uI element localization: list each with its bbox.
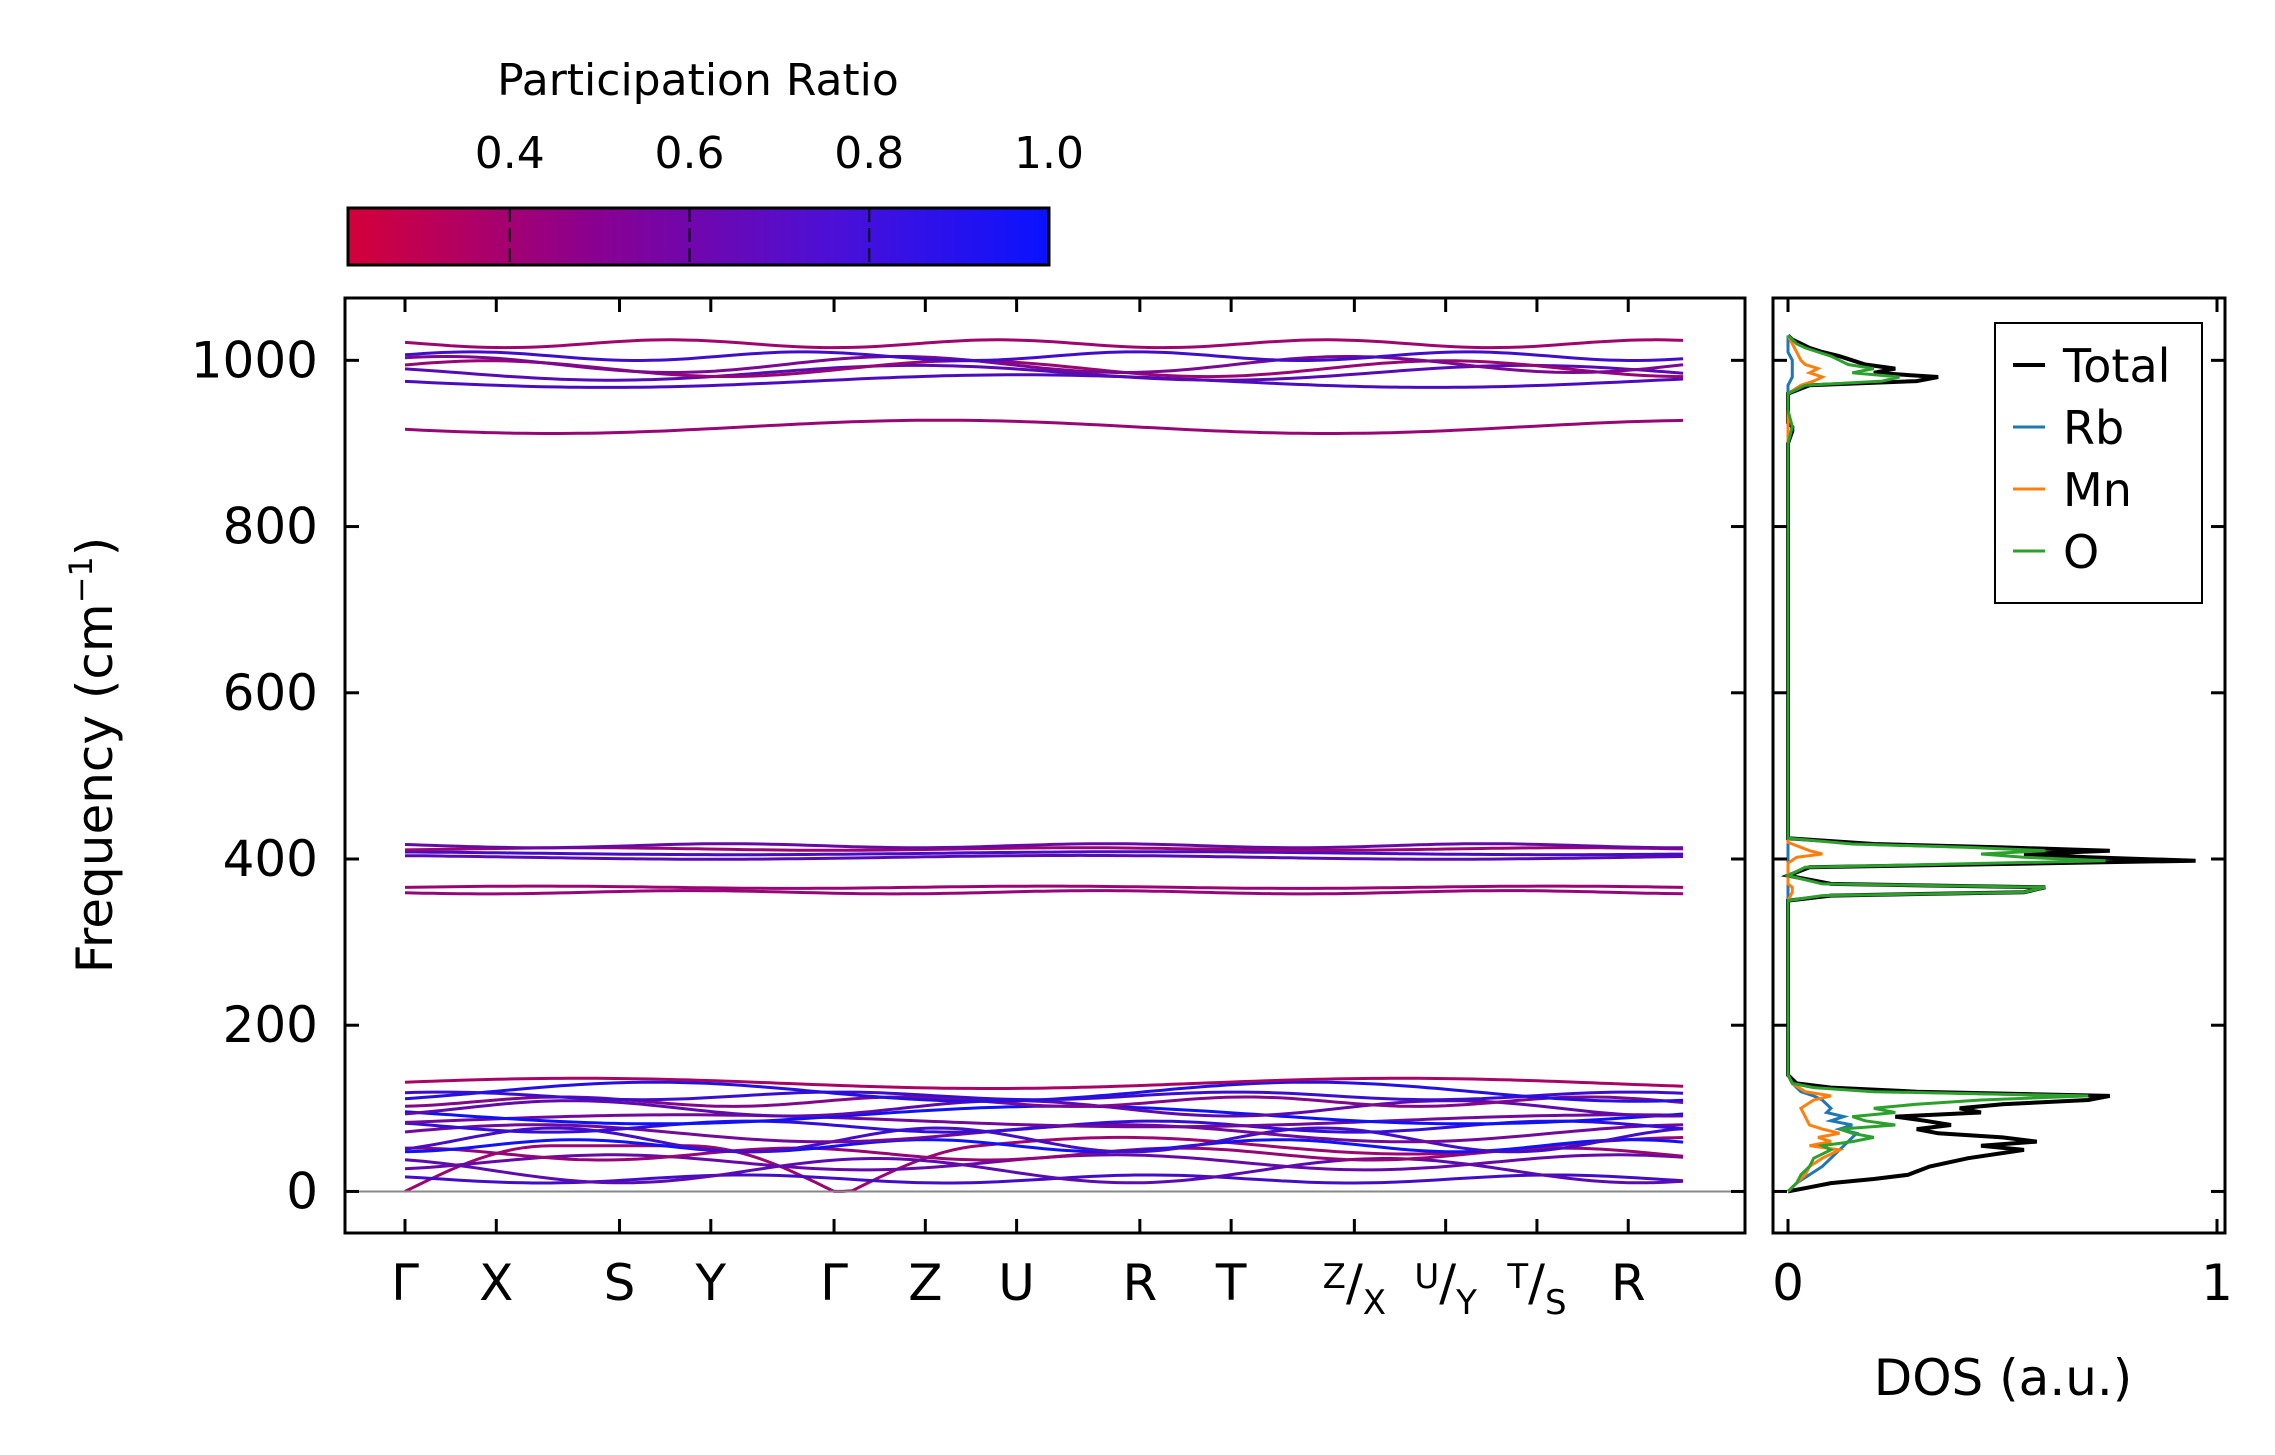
phonon-band <box>404 884 1684 890</box>
band-axes-frame <box>343 296 1747 1235</box>
ylabel-superscript: −1 <box>62 556 100 603</box>
kpoint-label: R <box>1122 1254 1157 1312</box>
y-tick-label: 800 <box>223 498 318 556</box>
dos-x-tick-label: 1 <box>2201 1254 2233 1312</box>
legend-label: Mn <box>2063 463 2132 517</box>
kpoint-label: S <box>604 1254 636 1312</box>
dos-curve-o <box>1783 334 2106 1193</box>
kpoint-label: Γ <box>820 1254 848 1312</box>
kpoint-label-sub: X <box>1363 1283 1386 1323</box>
band-y-axis: 0 200 400 600 800 1000 <box>191 331 1745 1220</box>
y-tick-label: 1000 <box>191 331 318 389</box>
colorbar-tick-label: 0.4 <box>475 128 545 179</box>
kpoint-label-sup: T <box>1506 1257 1528 1297</box>
phonon-band <box>404 1076 1684 1090</box>
phonon-band <box>404 355 1684 375</box>
colorbar-title: Participation Ratio <box>497 55 899 106</box>
colorbar-tick-label: 0.8 <box>834 128 904 179</box>
phonon-band <box>404 842 1683 850</box>
phonon-band <box>404 338 1684 350</box>
phonon-band <box>404 846 1684 852</box>
y-tick-label: 0 <box>286 1162 318 1220</box>
kpoint-label: T/S <box>1506 1254 1566 1323</box>
dos-x-tick-label: 0 <box>1772 1254 1804 1312</box>
kpoint-label: T <box>1215 1254 1247 1312</box>
dos-curve-mn <box>1786 334 1845 1193</box>
dos-x-axis-label: DOS (a.u.) <box>1874 1349 2133 1407</box>
kpoint-label: Z/X <box>1323 1254 1386 1323</box>
colorbar: Participation Ratio 0.4 0.6 0.8 1.0 <box>346 55 1084 267</box>
phonon-band <box>404 1119 1684 1134</box>
band-kpoint-axis: Γ X S Y Γ Z U R T Z/XU/YT/S R <box>391 298 1646 1323</box>
phonon-band <box>404 418 1684 435</box>
kpoint-label-sup: U <box>1414 1257 1439 1297</box>
kpoint-label-slash: / <box>1346 1254 1363 1312</box>
phonon-band <box>404 853 1684 861</box>
colorbar-tick-label: 0.6 <box>655 128 725 179</box>
legend-label: Rb <box>2063 401 2124 455</box>
band-y-axis-label: Frequency (cm−1) <box>62 537 124 974</box>
phonon-band <box>405 1146 1684 1162</box>
phonon-band <box>404 1126 1684 1154</box>
kpoint-label: U <box>998 1254 1035 1312</box>
colorbar-gradient <box>346 206 1051 267</box>
phonon-band <box>405 850 1683 857</box>
kpoint-label: U/Y <box>1414 1254 1477 1323</box>
kpoint-label-sub: S <box>1545 1283 1567 1323</box>
legend-frame <box>1994 322 2203 604</box>
ylabel-main: Frequency (cm <box>66 603 124 973</box>
dos-lines <box>1780 333 2196 1194</box>
y-tick-label: 600 <box>223 664 318 722</box>
y-tick-label: 200 <box>223 996 318 1054</box>
phonon-band <box>404 1099 1684 1118</box>
legend-label: Total <box>2062 339 2170 393</box>
kpoint-label-slash: / <box>1439 1254 1456 1312</box>
band-lines <box>404 338 1684 1193</box>
ylabel-close: ) <box>66 537 124 557</box>
dos-legend: Total Rb Mn O <box>1994 322 2203 604</box>
phonon-band <box>404 1113 1684 1129</box>
phonon-band <box>404 1080 1684 1103</box>
phonon-band <box>404 373 1684 389</box>
dos-curve-rb <box>1786 335 1860 1193</box>
legend-label: O <box>2063 525 2099 579</box>
kpoint-label-slash: / <box>1528 1254 1545 1312</box>
phonon-band <box>404 1173 1684 1185</box>
kpoint-label: Γ <box>391 1254 419 1312</box>
kpoint-label: R <box>1611 1254 1646 1312</box>
kpoint-label-sub: Y <box>1455 1283 1477 1323</box>
phonon-band <box>404 1138 1684 1154</box>
colorbar-tick-label: 1.0 <box>1014 128 1084 179</box>
kpoint-label: Y <box>695 1254 727 1312</box>
y-tick-label: 400 <box>223 830 318 888</box>
phonon-band <box>404 889 1684 896</box>
phonon-band <box>404 350 1684 363</box>
dos-axes-frame <box>1771 296 2227 1235</box>
colorbar-ticks: 0.4 0.6 0.8 1.0 <box>475 128 1084 265</box>
kpoint-label-sup: Z <box>1323 1257 1346 1297</box>
kpoint-label: Z <box>908 1254 942 1312</box>
kpoint-label: X <box>479 1254 513 1312</box>
